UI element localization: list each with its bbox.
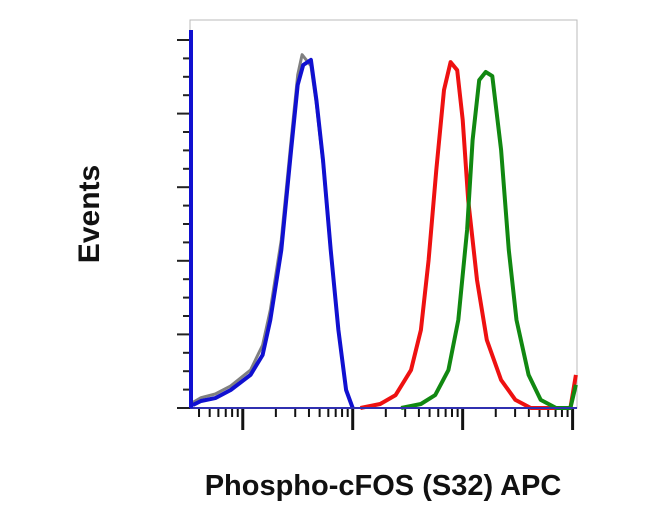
x-axis-ticks bbox=[198, 408, 575, 430]
y-axis-label: Events bbox=[73, 165, 106, 263]
x-axis-label: Phospho-cFOS (S32) APC bbox=[205, 470, 562, 502]
y-axis-ticks bbox=[177, 39, 191, 409]
red-curve bbox=[360, 60, 578, 410]
plot-frame bbox=[189, 19, 578, 409]
green-curve bbox=[400, 70, 578, 410]
blue-curve bbox=[191, 57, 355, 409]
histogram-curves bbox=[191, 53, 578, 410]
